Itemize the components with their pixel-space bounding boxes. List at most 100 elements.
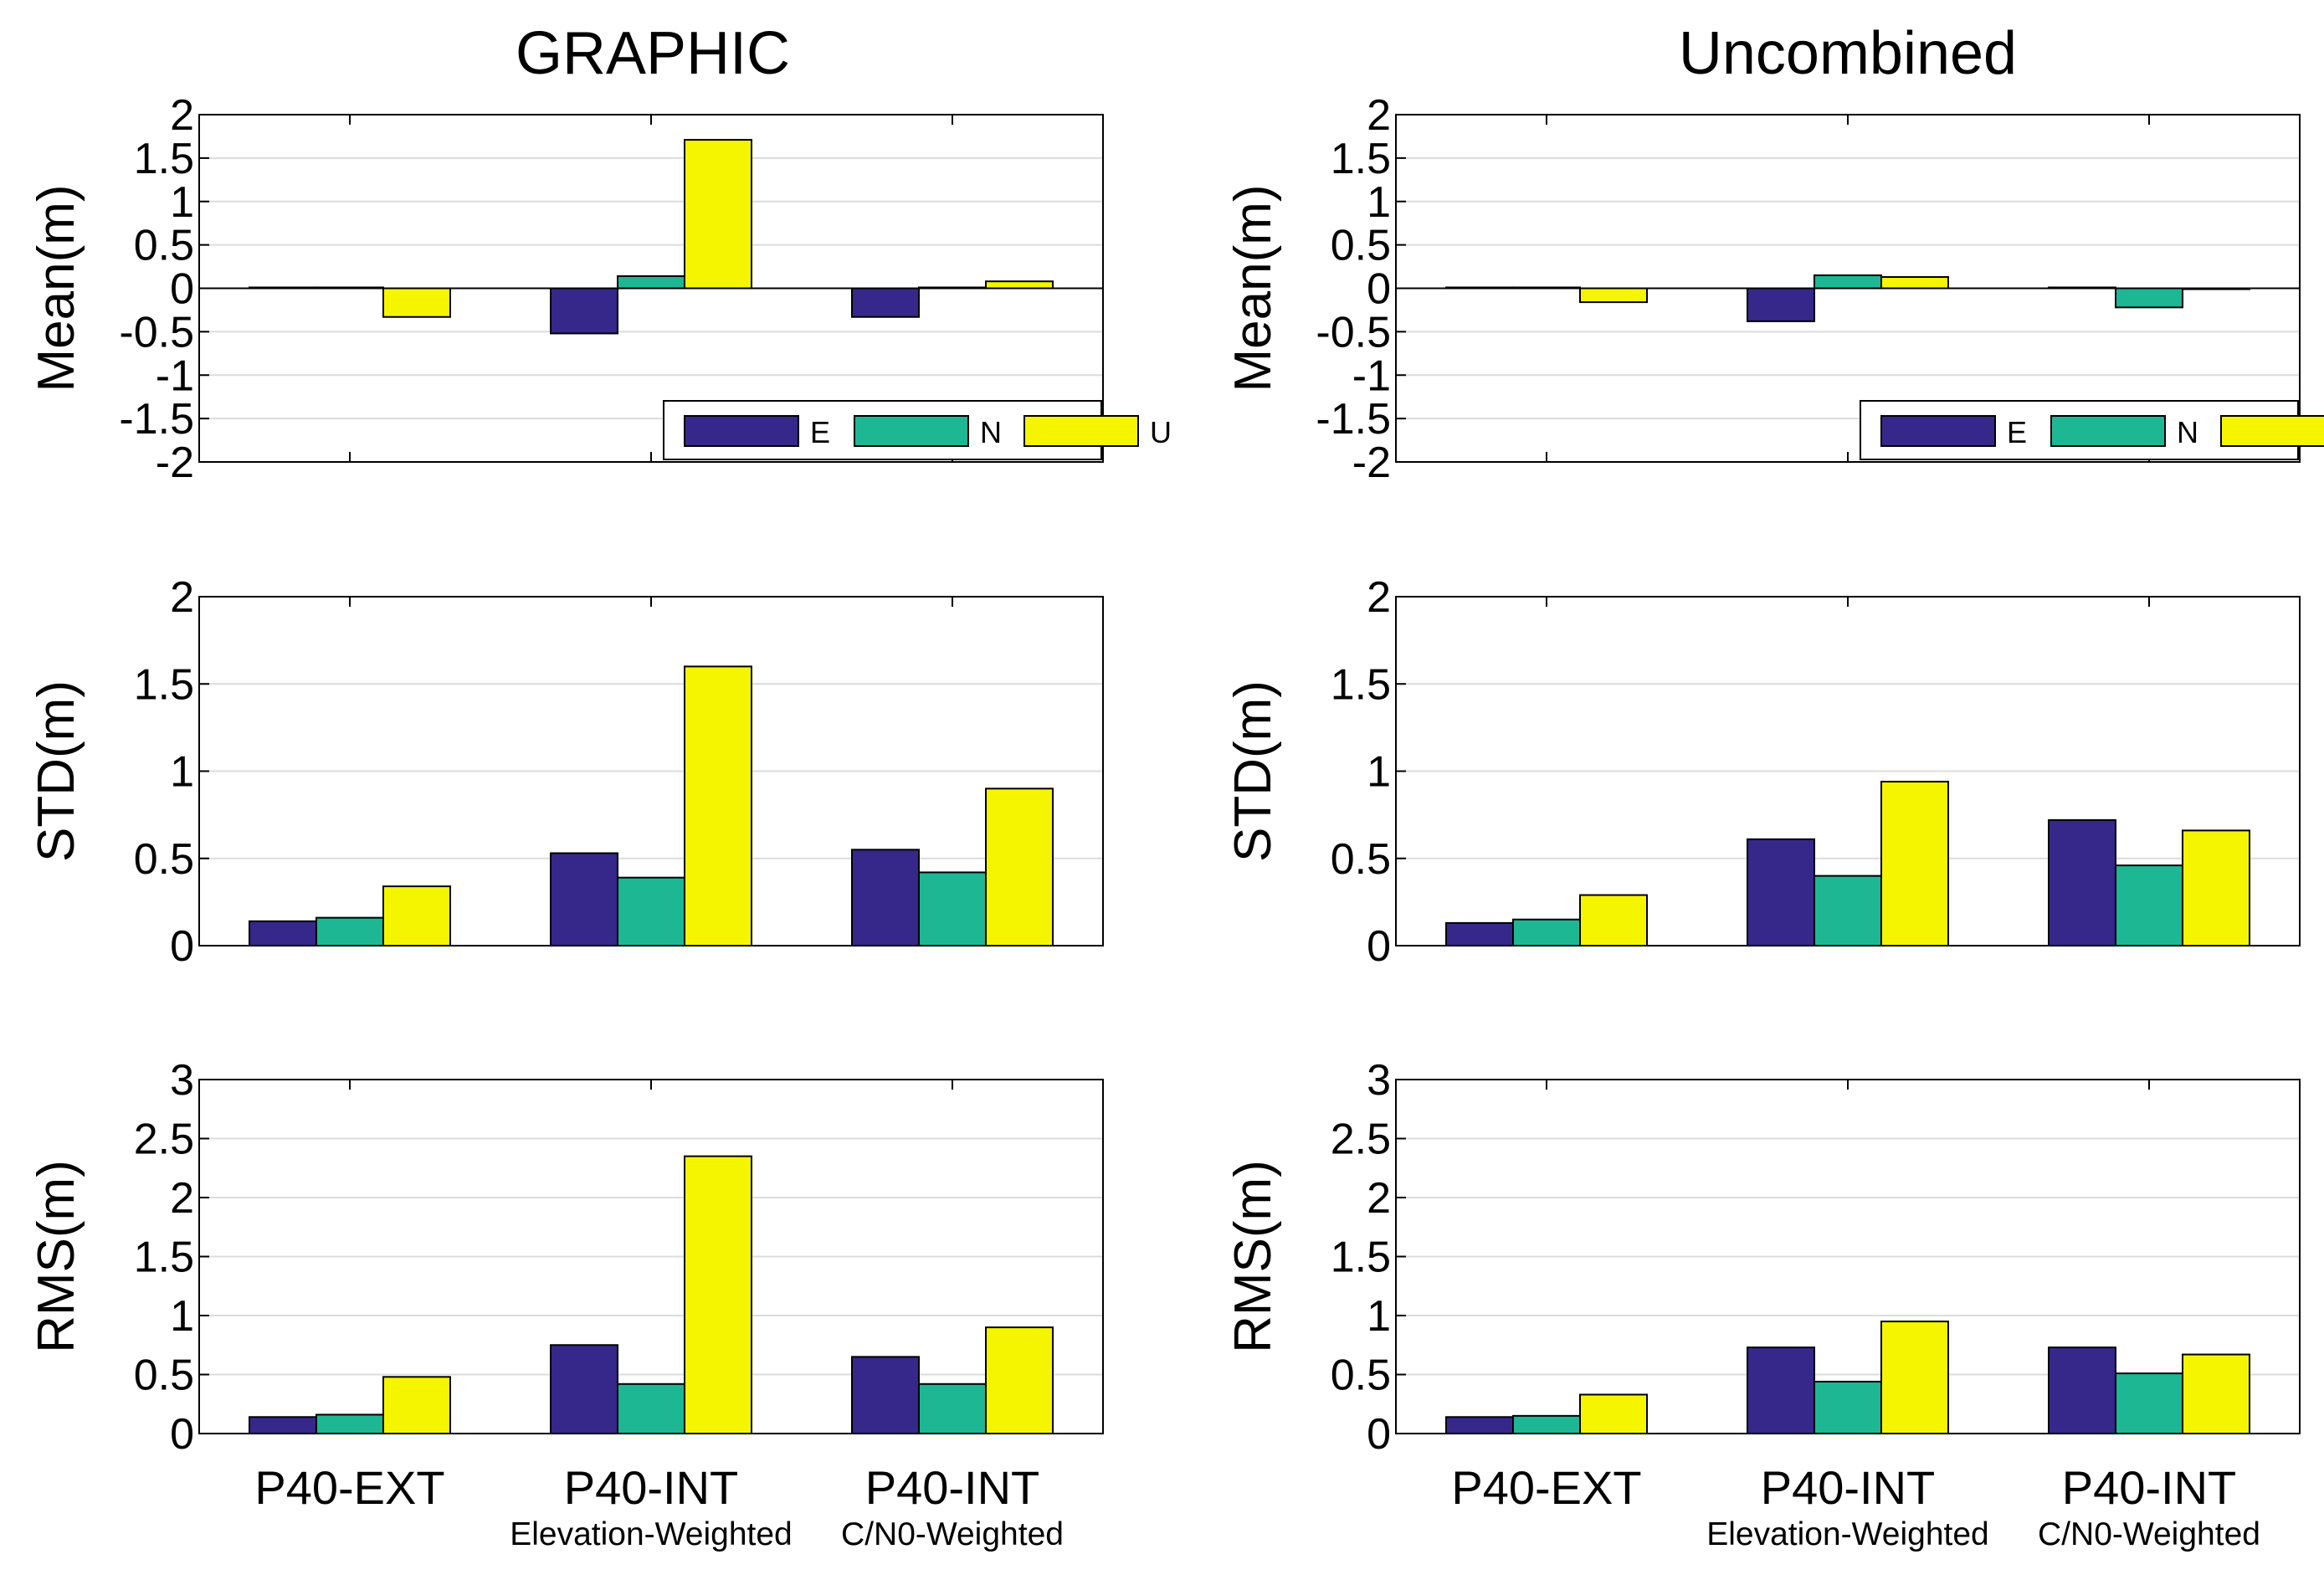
bar-u [2182, 1353, 2250, 1435]
bar-n [2115, 864, 2183, 946]
bar-u [382, 885, 451, 946]
category-label-right-1: P40-EXT [1451, 1461, 1641, 1514]
y-tick-label: 2 [170, 1174, 194, 1223]
panel-3: 2 1.5 1 0.5 0 STD(m) [28, 573, 1104, 971]
legend-swatch-e [1880, 415, 1996, 447]
category-sublabel-left-3: C/N0-Weighted [841, 1516, 1064, 1552]
bar-n [918, 871, 987, 947]
bar-n [1814, 1380, 1882, 1434]
y-tick-label: 1.5 [1331, 1234, 1391, 1282]
y-tick-label: 2 [1367, 573, 1391, 622]
bar-n [1814, 875, 1882, 946]
bar-u [985, 280, 1054, 290]
axes-box [1395, 114, 2301, 463]
y-axis-label: RMS(m) [28, 1160, 85, 1353]
bar-e [550, 1344, 618, 1434]
bar-n [316, 916, 384, 947]
axes-box [198, 596, 1104, 946]
y-tick-label: 0 [1367, 1410, 1391, 1459]
y-tick-label: 0.5 [134, 835, 194, 884]
bar-e [1747, 287, 1815, 322]
category-label-right-3: P40-INT [2062, 1461, 2237, 1514]
category-label-left-2: P40-INT [564, 1461, 739, 1514]
bar-u [985, 787, 1054, 946]
bar-e [249, 1416, 317, 1435]
panel-4: 2 1.5 1 0.5 0 STD(m) [1224, 573, 2301, 971]
y-tick-label: 2 [1367, 1174, 1391, 1223]
y-tick-label: 1.5 [134, 135, 194, 183]
bar-u [1579, 894, 1648, 947]
legend-swatch-u [2220, 415, 2324, 447]
column-title-uncombined: Uncombined [1679, 20, 2017, 87]
axes-box [1395, 596, 2301, 946]
legend-label-e: E [2007, 415, 2027, 449]
bar-e [550, 852, 618, 946]
y-tick-label: -1 [156, 351, 194, 400]
y-tick-label: -2 [156, 439, 194, 487]
y-axis-label: Mean(m) [28, 184, 85, 392]
category-sublabel-right-3: C/N0-Weighted [2038, 1516, 2260, 1552]
y-tick-label: 0.5 [1331, 1352, 1391, 1400]
y-tick-label: 3 [170, 1056, 194, 1105]
legend-label-n: N [980, 415, 1002, 449]
bar-u [2182, 829, 2250, 947]
y-axis-label: RMS(m) [1224, 1160, 1282, 1353]
axes-box [198, 114, 1104, 463]
bar-u [684, 1155, 752, 1435]
axes-box [1395, 1079, 2301, 1434]
bar-n [2115, 1372, 2183, 1434]
bar-u [1880, 1321, 1949, 1435]
y-tick-label: -0.5 [119, 308, 194, 357]
bar-u [1579, 1393, 1648, 1434]
category-sublabel-left-2: Elevation-Weighted [510, 1516, 792, 1552]
y-tick-label: 2.5 [134, 1116, 194, 1164]
bar-e [550, 287, 618, 335]
axes-box [198, 1079, 1104, 1434]
y-tick-label: 1 [170, 1292, 194, 1341]
y-tick-label: 0 [170, 922, 194, 971]
legend-swatch-e [684, 415, 799, 447]
legend-label-u: U [1150, 415, 1172, 449]
bar-n [918, 1382, 987, 1435]
y-tick-label: 1 [170, 178, 194, 227]
y-tick-label: 1.5 [134, 660, 194, 709]
y-tick-label: 1 [1367, 1292, 1391, 1341]
bar-e [851, 287, 920, 318]
y-tick-label: 1 [1367, 748, 1391, 797]
panel-1: 21.510.50-0.5-1-1.5-2 Mean(m) E N U [28, 91, 1172, 487]
y-tick-label: 0 [1367, 265, 1391, 314]
bar-u [985, 1326, 1054, 1434]
bar-n [617, 876, 685, 947]
category-label-left-3: P40-INT [865, 1461, 1040, 1514]
bar-e [2048, 818, 2116, 946]
bar-u [382, 287, 451, 318]
y-tick-label: -0.5 [1316, 308, 1391, 357]
legend-label-n: N [2177, 415, 2198, 449]
panel-6: 3 2.5 2 1.5 1 0.5 0 RMS(m) [1224, 1056, 2301, 1459]
bar-e [851, 1356, 920, 1434]
y-tick-label: 3 [1367, 1056, 1391, 1105]
y-tick-label: 0.5 [134, 1352, 194, 1400]
legend-swatch-n [854, 415, 969, 447]
bar-n [1512, 1414, 1581, 1434]
y-tick-label: -1.5 [119, 395, 194, 444]
y-tick-label: 1.5 [1331, 660, 1391, 709]
bar-n [617, 274, 685, 290]
bar-n [1512, 918, 1581, 946]
bar-u [684, 139, 752, 290]
bar-e [851, 849, 920, 947]
y-tick-label: 0 [170, 265, 194, 314]
category-sublabel-right-2: Elevation-Weighted [1706, 1516, 1988, 1552]
y-tick-label: 1 [1367, 178, 1391, 227]
bar-u [1880, 781, 1949, 947]
y-tick-label: 1 [170, 748, 194, 797]
y-tick-label: 0 [1367, 922, 1391, 971]
y-tick-label: 1.5 [1331, 135, 1391, 183]
y-tick-label: 0.5 [1331, 222, 1391, 270]
y-axis-label: Mean(m) [1224, 184, 1282, 392]
bar-n [316, 1413, 384, 1434]
y-tick-label: 0.5 [134, 222, 194, 270]
legend-label-e: E [810, 415, 830, 449]
legend: ENU [1860, 400, 2324, 460]
